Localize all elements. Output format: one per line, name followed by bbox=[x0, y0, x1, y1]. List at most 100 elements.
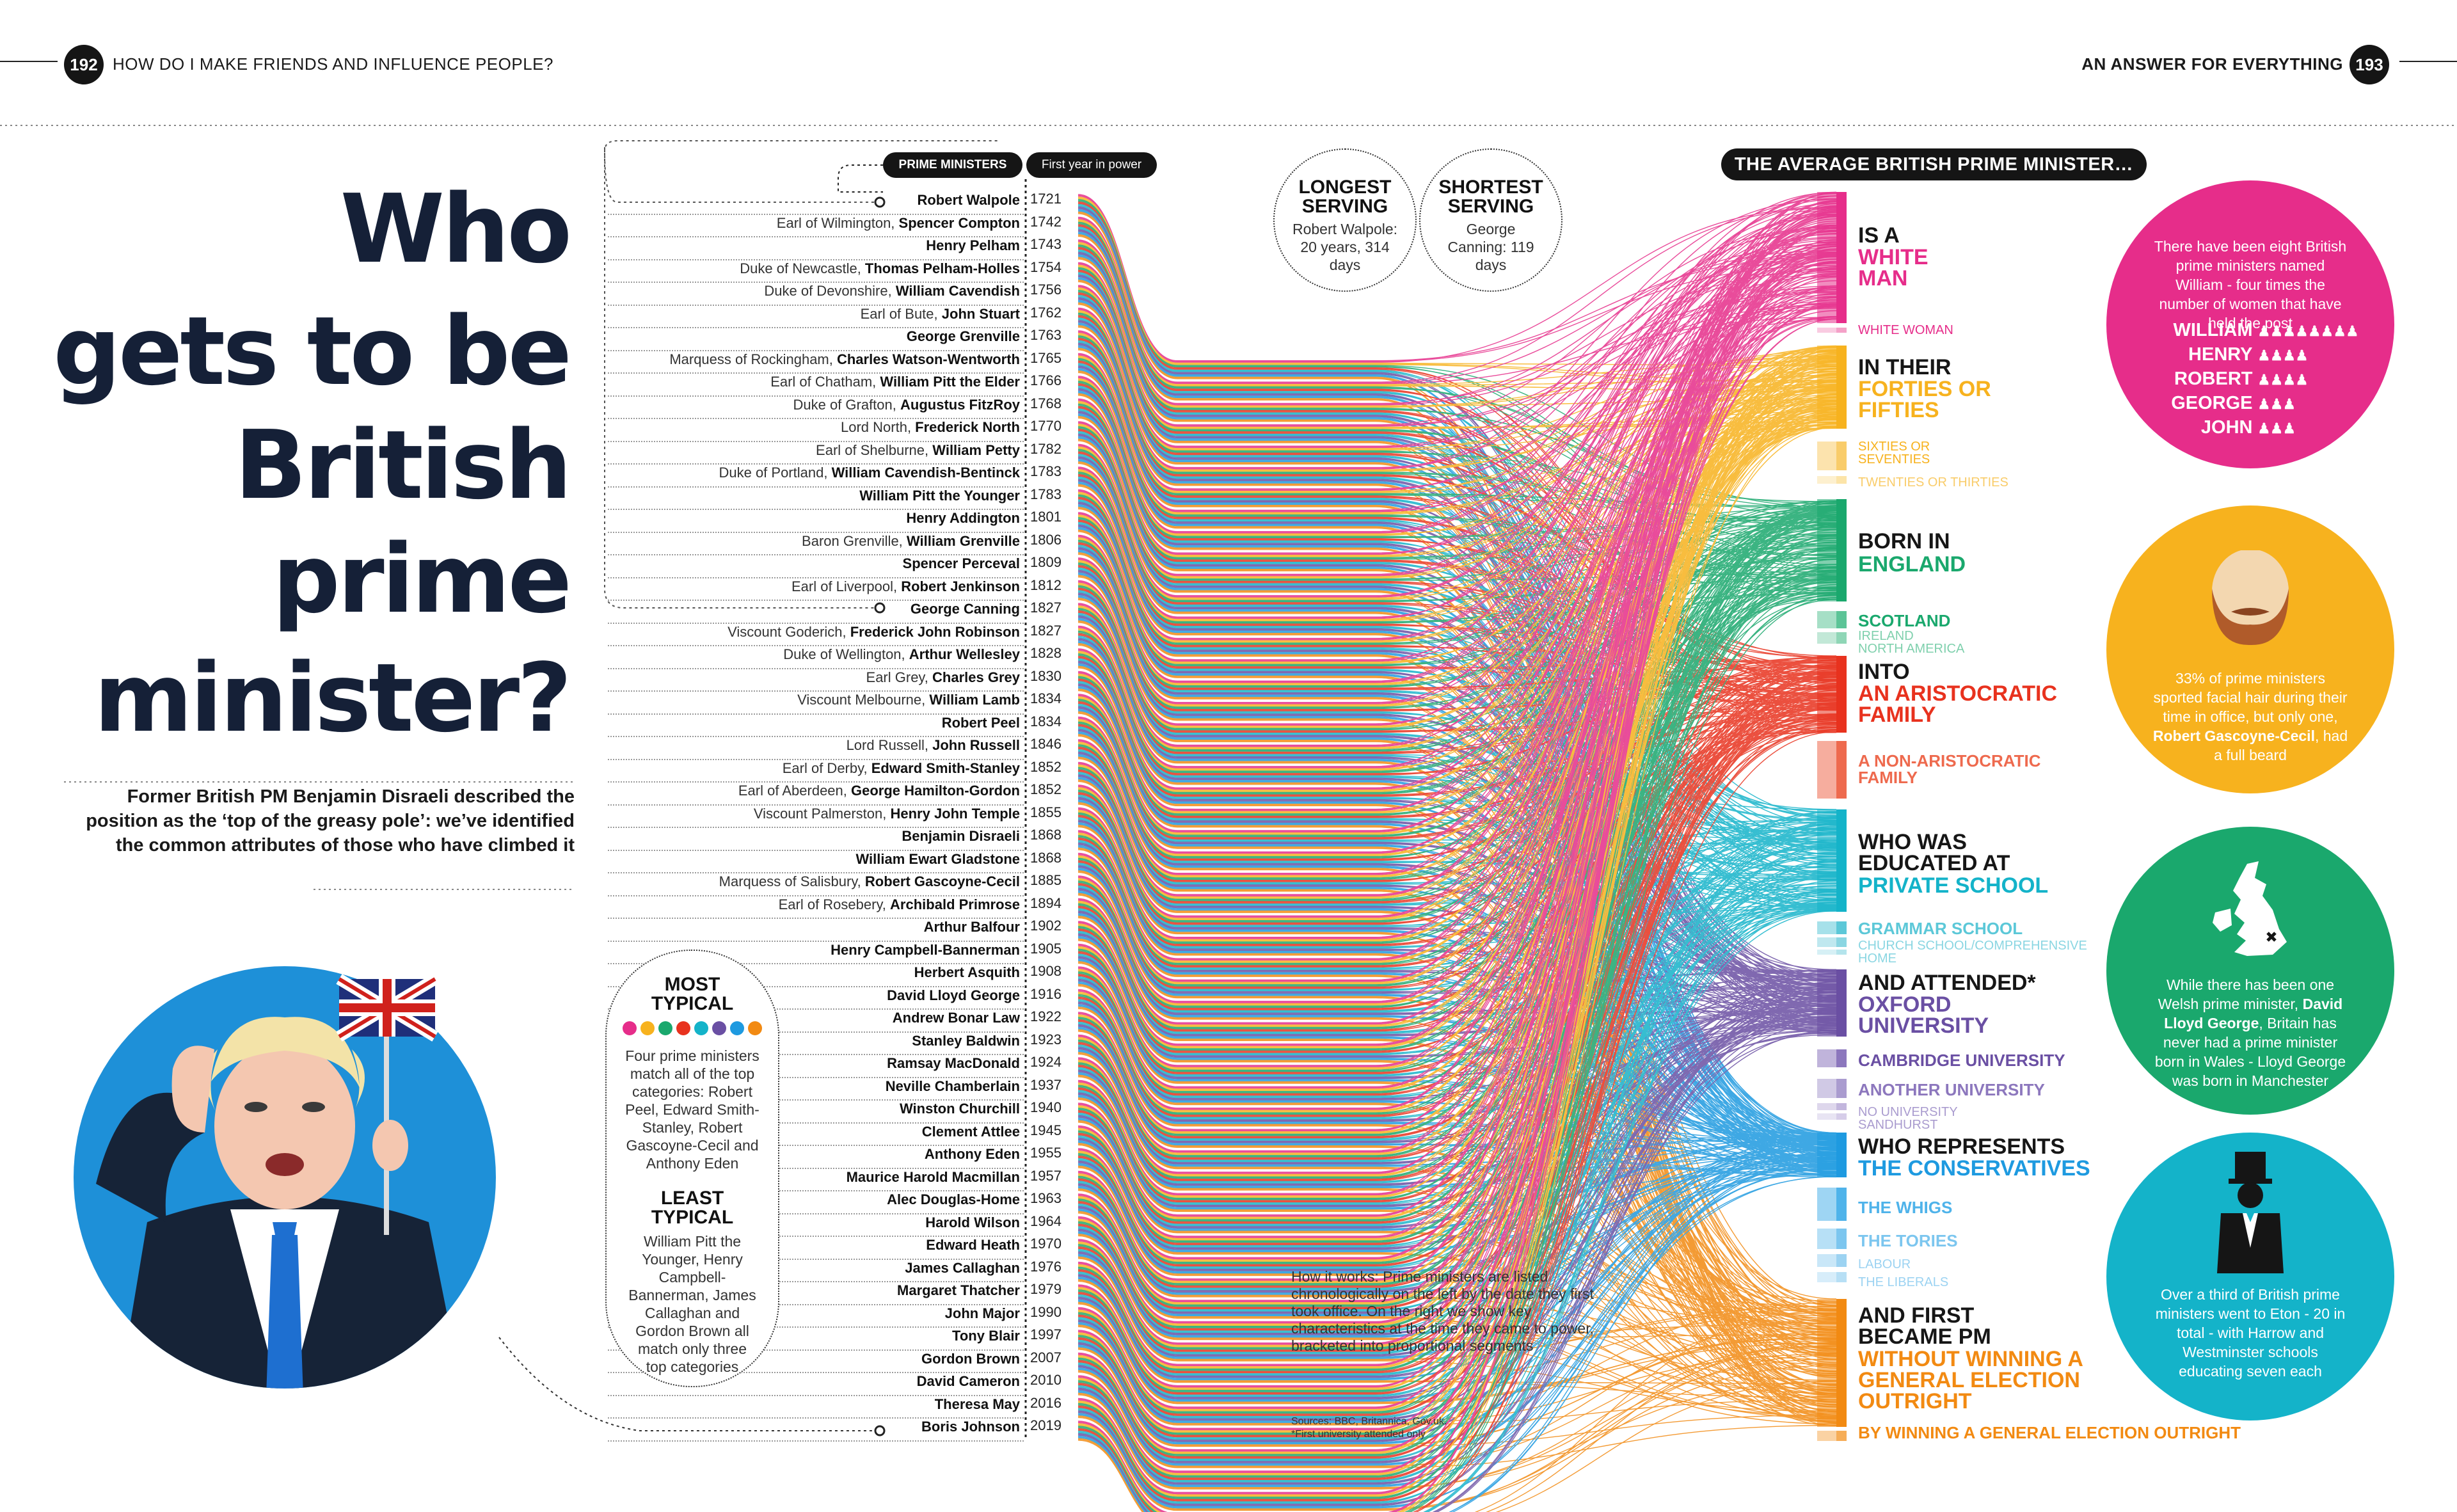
pm-surname: Arthur Wellesley bbox=[909, 646, 1020, 662]
list-header-label: PRIME MINISTERS bbox=[883, 152, 1022, 178]
pm-title: Earl of Wilmington, bbox=[776, 214, 899, 231]
pm-title: Viscount Melbourne, bbox=[797, 692, 930, 708]
pm-name: Earl of Shelburne, William Petty bbox=[816, 442, 1020, 459]
school-lead: WHO WAS EDUCATED AT bbox=[1858, 830, 2010, 875]
pointer-dot bbox=[874, 196, 886, 208]
pm-surname: Harold Wilson bbox=[925, 1214, 1020, 1230]
pm-name: Earl of Liverpool, Robert Jenkinson bbox=[791, 578, 1020, 595]
pm-row: Benjamin Disraeli bbox=[608, 827, 1024, 851]
list-bracket-top bbox=[603, 140, 998, 203]
pm-row: Winston Churchill bbox=[608, 1099, 1024, 1124]
gender-main: WHITE MAN bbox=[1858, 245, 1928, 290]
eton-pupil-icon bbox=[2217, 1152, 2284, 1273]
pm-year: 1834 bbox=[1030, 690, 1062, 706]
pm-name: Maurice Harold Macmillan bbox=[847, 1169, 1020, 1186]
pm-title: Baron Grenville, bbox=[802, 532, 907, 549]
pm-surname: Clement Attlee bbox=[921, 1123, 1020, 1140]
category-dot bbox=[623, 1021, 637, 1035]
pm-title: Earl of Aberdeen, bbox=[738, 783, 851, 799]
pm-surname: Theresa May bbox=[934, 1396, 1020, 1412]
pm-row: Earl of Derby, Edward Smith-Stanley bbox=[608, 759, 1024, 783]
school-alt-1: GRAMMAR SCHOOL bbox=[1858, 919, 2023, 938]
pm-surname: Robert Peel bbox=[941, 714, 1020, 731]
pm-name: Winston Churchill bbox=[900, 1101, 1020, 1117]
pm-surname: Tony Blair bbox=[952, 1328, 1020, 1344]
pm-year: 1812 bbox=[1030, 577, 1062, 593]
pointer-dot bbox=[874, 1425, 886, 1436]
pm-name: Duke of Newcastle, Thomas Pelham-Holles bbox=[740, 260, 1020, 277]
pm-surname: Boris Johnson bbox=[921, 1419, 1020, 1435]
title-line-1: Who bbox=[340, 181, 573, 277]
pm-title: Marquess of Salisbury, bbox=[719, 873, 865, 889]
category-dot bbox=[748, 1021, 762, 1035]
pm-year: 1905 bbox=[1030, 940, 1062, 957]
pm-surname: John Stuart bbox=[941, 305, 1020, 322]
pm-surname: Andrew Bonar Law bbox=[892, 1010, 1020, 1026]
pm-row: Gordon Brown bbox=[608, 1349, 1024, 1373]
pm-year: 1827 bbox=[1030, 600, 1062, 616]
pm-title: Duke of Portland, bbox=[719, 465, 832, 481]
pm-name: Robert Peel bbox=[942, 715, 1020, 731]
pm-year: 1834 bbox=[1030, 713, 1062, 729]
pm-row: George Canning bbox=[608, 600, 1024, 624]
pm-name: William Ewart Gladstone bbox=[855, 851, 1020, 868]
left-running-title: HOW DO I MAKE FRIENDS AND INFLUENCE PEOP… bbox=[113, 54, 553, 74]
pm-title: Duke of Newcastle, bbox=[740, 260, 865, 276]
party-alt-4: THE LIBERALS bbox=[1858, 1275, 1949, 1289]
pm-name: Edward Heath bbox=[926, 1237, 1020, 1253]
fact-eton-text: Over a third of British prime ministers … bbox=[2155, 1286, 2346, 1380]
pm-year: 1783 bbox=[1030, 463, 1062, 479]
fact-beard-text-a: 33% of prime ministers sported facial ha… bbox=[2153, 670, 2348, 725]
pm-title: Earl of Derby, bbox=[782, 760, 871, 776]
name-count-row: ROBERT ♟♟♟♟ bbox=[2106, 369, 2394, 390]
right-running-title: AN ANSWER FOR EVERYTHING bbox=[2081, 54, 2343, 74]
family-alt: A NON-ARISTOCRATIC FAMILY bbox=[1858, 751, 2041, 787]
pm-year: 1964 bbox=[1030, 1213, 1062, 1229]
pm-name: Anthony Eden bbox=[925, 1146, 1020, 1163]
pm-year: 1754 bbox=[1030, 259, 1062, 275]
pm-row: Herbert Asquith bbox=[608, 963, 1024, 987]
name-count-row: GEORGE ♟♟♟ bbox=[2106, 393, 2394, 414]
title-text-1: Who bbox=[340, 174, 572, 284]
pm-year: 1830 bbox=[1030, 667, 1062, 684]
pm-surname: William Lamb bbox=[929, 692, 1020, 708]
birth-lead: BORN IN bbox=[1858, 529, 1950, 553]
birth-main: ENGLAND bbox=[1858, 552, 1966, 577]
boris-illustration bbox=[74, 966, 496, 1389]
election-alt: BY WINNING A GENERAL ELECTION OUTRIGHT bbox=[1858, 1423, 2241, 1442]
pm-surname: Anthony Eden bbox=[924, 1146, 1020, 1162]
school-alt-2: CHURCH SCHOOL/COMPREHENSIVE bbox=[1858, 939, 2087, 953]
title-line-4: prime bbox=[273, 531, 573, 627]
pm-surname: James Callaghan bbox=[905, 1259, 1020, 1276]
pm-title: Earl of Shelburne, bbox=[816, 442, 933, 458]
title-line-3: British bbox=[235, 417, 573, 513]
pm-name: Harold Wilson bbox=[925, 1214, 1020, 1231]
pm-surname: Arthur Balfour bbox=[923, 919, 1020, 935]
pm-title: Earl of Chatham, bbox=[770, 374, 880, 390]
pm-surname: Robert Walpole bbox=[917, 192, 1020, 208]
list-header-year: First year in power bbox=[1026, 152, 1157, 178]
uni-alt-3: NO UNIVERSITY bbox=[1858, 1105, 1958, 1119]
fact-beard-circle: 33% of prime ministers sported facial ha… bbox=[2106, 505, 2394, 793]
pm-title: Earl Grey, bbox=[866, 669, 933, 685]
most-typical-text: Four prime ministers match all of the to… bbox=[625, 1047, 759, 1172]
age-main: FORTIES OR FIFTIES bbox=[1858, 377, 1991, 422]
flow-lines bbox=[1077, 191, 1837, 1512]
pm-surname: Spencer Perceval bbox=[902, 555, 1020, 571]
pm-surname: George Hamilton-Gordon bbox=[851, 783, 1020, 799]
pm-name: Henry Addington bbox=[906, 510, 1020, 527]
pm-title: Marquess of Rockingham, bbox=[669, 351, 837, 367]
pm-year: 1922 bbox=[1030, 1008, 1062, 1024]
pm-name: Herbert Asquith bbox=[914, 964, 1020, 981]
pm-surname: Herbert Asquith bbox=[914, 964, 1020, 980]
pm-name: Earl of Aberdeen, George Hamilton-Gordon bbox=[738, 783, 1020, 799]
title-line-2: gets to be bbox=[53, 303, 573, 399]
fact-wales-name: David Lloyd George bbox=[2164, 996, 2343, 1031]
pm-year: 1894 bbox=[1030, 895, 1062, 911]
shortest-serving-bubble: SHORTEST SERVING George Canning: 119 day… bbox=[1419, 148, 1562, 292]
union-flag-icon bbox=[336, 974, 438, 1042]
pm-year: 1902 bbox=[1030, 918, 1062, 934]
pm-year: 1916 bbox=[1030, 985, 1062, 1002]
pm-name: Earl of Wilmington, Spencer Compton bbox=[777, 215, 1020, 232]
election-lead: AND FIRST BECAME PM bbox=[1858, 1303, 1991, 1349]
